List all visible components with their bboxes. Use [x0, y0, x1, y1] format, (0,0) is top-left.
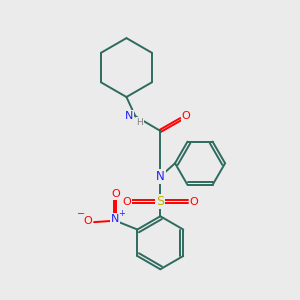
Text: S: S [156, 195, 164, 208]
Text: O: O [111, 189, 120, 199]
Text: N: N [124, 111, 133, 121]
Text: N: N [156, 170, 165, 183]
Text: H: H [136, 118, 143, 127]
Text: O: O [182, 111, 190, 121]
Text: N: N [111, 214, 119, 224]
Text: +: + [118, 209, 125, 218]
Text: O: O [190, 196, 199, 206]
Text: O: O [122, 196, 131, 206]
Text: O: O [84, 216, 93, 226]
Text: −: − [77, 209, 85, 219]
